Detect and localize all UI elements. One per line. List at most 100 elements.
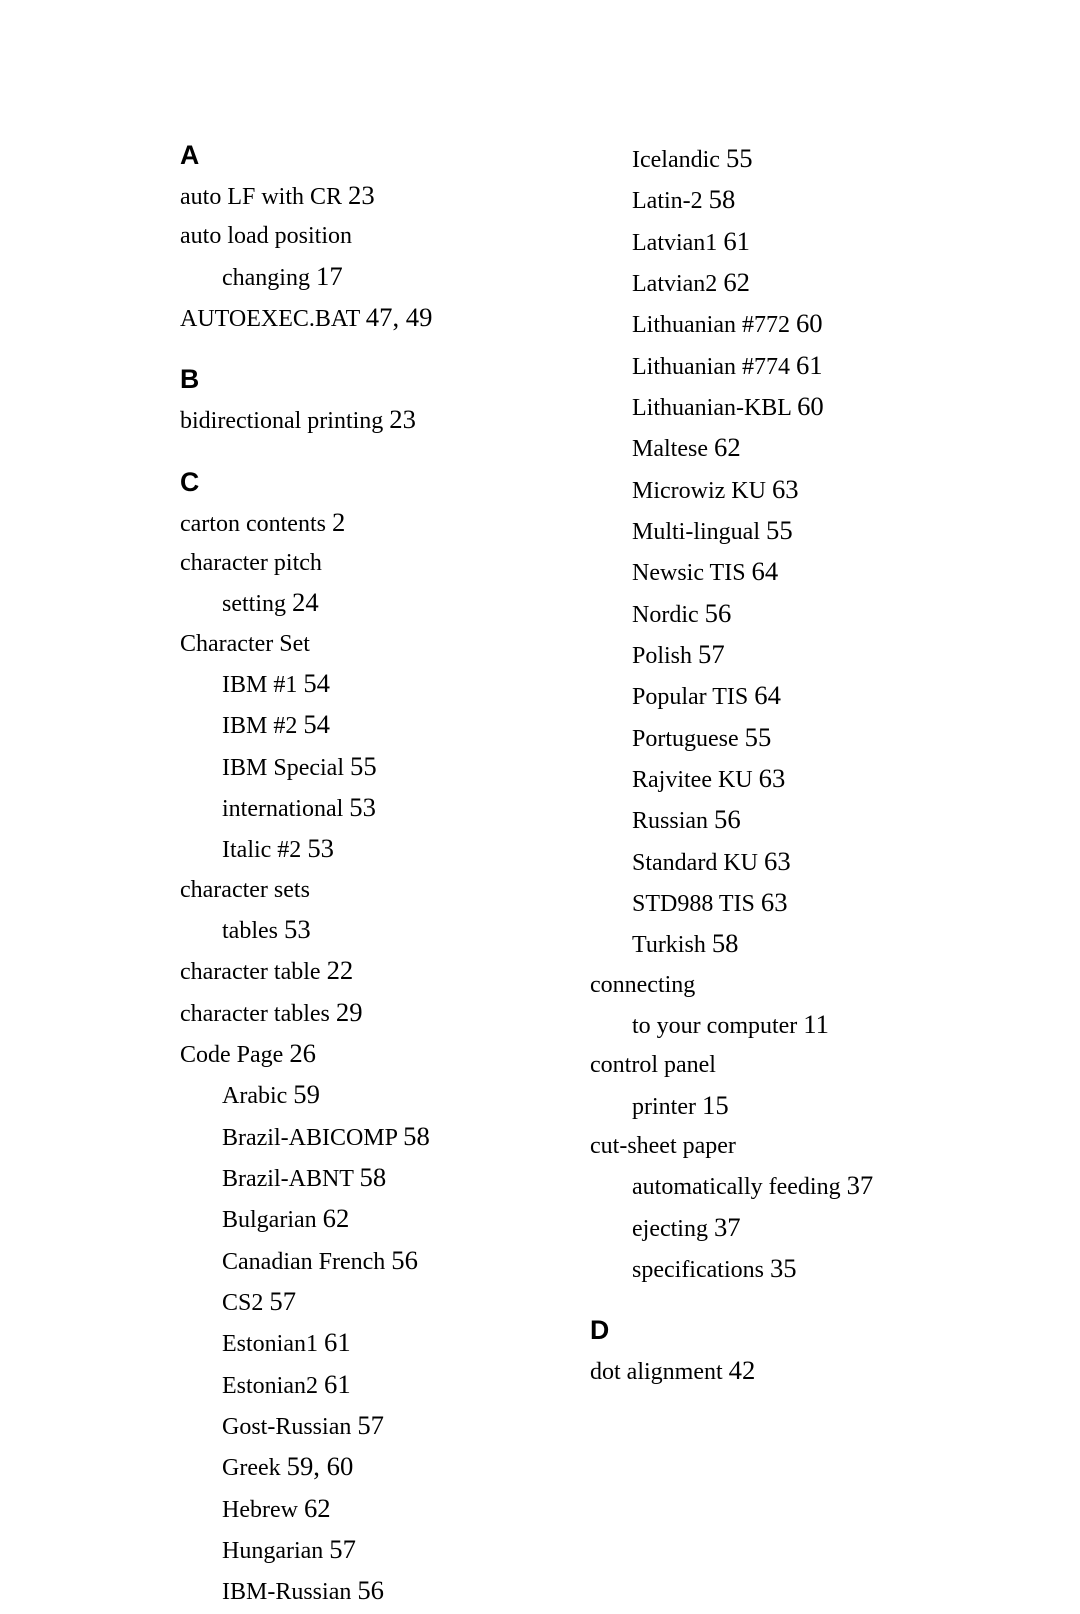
- index-entry: IBM-Russian 56: [180, 1572, 550, 1613]
- index-entry-page: 15: [702, 1090, 729, 1120]
- index-entry-page: 54: [303, 668, 330, 698]
- index-entry-text: changing: [222, 265, 310, 291]
- index-entry-page: 60: [797, 391, 824, 421]
- index-entry: Canadian French 56: [180, 1242, 550, 1283]
- index-entry-text: STD988 TIS: [632, 891, 755, 917]
- index-entry: tables 53: [180, 911, 550, 952]
- index-entry-page: 55: [350, 751, 377, 781]
- index-entry-text: Greek: [222, 1455, 281, 1481]
- index-entry-text: Turkish: [632, 932, 706, 958]
- index-entry: STD988 TIS 63: [590, 884, 960, 925]
- index-entry: Rajvitee KU 63: [590, 760, 960, 801]
- index-entry-text: Hungarian: [222, 1538, 323, 1564]
- index-entry-text: international: [222, 796, 343, 822]
- index-entry: Russian 56: [590, 801, 960, 842]
- index-entry-text: Canadian French: [222, 1249, 385, 1275]
- index-entry: Greek 59, 60: [180, 1448, 550, 1489]
- index-entry: Icelandic 55: [590, 140, 960, 181]
- index-entry-text: Maltese: [632, 436, 708, 462]
- index-entry: Hungarian 57: [180, 1531, 550, 1572]
- index-entry-page: 53: [284, 914, 311, 944]
- index-entry-page: 56: [705, 598, 732, 628]
- index-entry-page: 26: [289, 1038, 316, 1068]
- index-entry-page: 61: [796, 350, 823, 380]
- index-entry: to your computer 11: [590, 1006, 960, 1047]
- index-entry-page: 63: [761, 887, 788, 917]
- index-entry-text: Bulgarian: [222, 1207, 317, 1233]
- index-entry-text: printer: [632, 1094, 696, 1120]
- index-entry-text: Hebrew: [222, 1497, 298, 1523]
- index-entry-page: 11: [803, 1009, 829, 1039]
- index-entry-text: Multi-lingual: [632, 519, 760, 545]
- index-entry-text: Microwiz KU: [632, 478, 766, 504]
- index-entry: Brazil-ABICOMP 58: [180, 1118, 550, 1159]
- index-entry-text: Arabic: [222, 1083, 287, 1109]
- index-entry-page: 23: [348, 180, 375, 210]
- index-entry-page: 57: [329, 1534, 356, 1564]
- index-entry: character pitch: [180, 545, 550, 584]
- index-entry-text: Latin-2: [632, 188, 703, 214]
- index-entry: auto LF with CR 23: [180, 177, 550, 218]
- index-entry-page: 47, 49: [366, 302, 433, 332]
- index-entry-text: carton contents: [180, 511, 326, 537]
- index-entry: Estonian1 61: [180, 1324, 550, 1365]
- index-entry: Italic #2 53: [180, 830, 550, 871]
- index-entry-text: Rajvitee KU: [632, 767, 753, 793]
- index-entry-text: Lithuanian #774: [632, 354, 790, 380]
- index-entry-text: Latvian2: [632, 271, 717, 297]
- index-entry: international 53: [180, 789, 550, 830]
- index-entry-text: dot alignment: [590, 1359, 723, 1385]
- index-entry-page: 22: [327, 955, 354, 985]
- index-entry-page: 62: [304, 1493, 331, 1523]
- index-entry-text: Polish: [632, 643, 692, 669]
- index-entry-page: 54: [303, 709, 330, 739]
- index-entry-text: Estonian1: [222, 1331, 318, 1357]
- index-entry: connecting: [590, 967, 960, 1006]
- index-entry: Lithuanian #772 60: [590, 305, 960, 346]
- index-entry: Lithuanian #774 61: [590, 347, 960, 388]
- section-letter-A: A: [180, 140, 550, 171]
- index-entry-page: 29: [336, 997, 363, 1027]
- index-entry: Brazil-ABNT 58: [180, 1159, 550, 1200]
- index-entry: Standard KU 63: [590, 843, 960, 884]
- index-entry: Arabic 59: [180, 1076, 550, 1117]
- index-entry-text: Estonian2: [222, 1373, 318, 1399]
- index-entry: Newsic TIS 64: [590, 553, 960, 594]
- index-entry: Multi-lingual 55: [590, 512, 960, 553]
- index-entry: Gost-Russian 57: [180, 1407, 550, 1448]
- index-entry-page: 61: [723, 226, 750, 256]
- index-entry-page: 56: [391, 1245, 418, 1275]
- index-entry-page: 17: [316, 261, 343, 291]
- index-entry: Portuguese 55: [590, 719, 960, 760]
- index-entry-page: 58: [712, 928, 739, 958]
- index-entry-text: character sets: [180, 877, 310, 903]
- index-entry-text: setting: [222, 591, 286, 617]
- index-entry-page: 58: [403, 1121, 430, 1151]
- index-entry: Character Set: [180, 626, 550, 665]
- index-entry: Polish 57: [590, 636, 960, 677]
- index-entry: CS2 57: [180, 1283, 550, 1324]
- index-entry-text: IBM #2: [222, 713, 297, 739]
- index-entry-page: 42: [729, 1355, 756, 1385]
- index-column-0: Aauto LF with CR 23 auto load position cha…: [180, 140, 550, 1614]
- index-entry: specifications 35: [590, 1250, 960, 1291]
- index-entry-text: IBM Special: [222, 755, 344, 781]
- index-entry-text: Lithuanian-KBL: [632, 395, 791, 421]
- index-entry: setting 24: [180, 584, 550, 625]
- index-entry-page: 63: [759, 763, 786, 793]
- index-entry-page: 55: [745, 722, 772, 752]
- index-entry-page: 64: [754, 680, 781, 710]
- index-entry-page: 59, 60: [287, 1451, 354, 1481]
- index-entry-page: 24: [292, 587, 319, 617]
- index-entry-text: auto load position: [180, 223, 352, 249]
- index-entry-page: 57: [269, 1286, 296, 1316]
- index-entry-page: 63: [764, 846, 791, 876]
- index-entry: changing 17: [180, 258, 550, 299]
- index-entry-text: automatically feeding: [632, 1174, 841, 1200]
- index-entry-page: 59: [293, 1079, 320, 1109]
- index-entry-text: CS2: [222, 1290, 263, 1316]
- index-page: Aauto LF with CR 23 auto load position cha…: [0, 0, 1080, 1614]
- index-entry-page: 60: [796, 308, 823, 338]
- index-entry-text: bidirectional printing: [180, 408, 383, 434]
- index-entry-page: 37: [847, 1170, 874, 1200]
